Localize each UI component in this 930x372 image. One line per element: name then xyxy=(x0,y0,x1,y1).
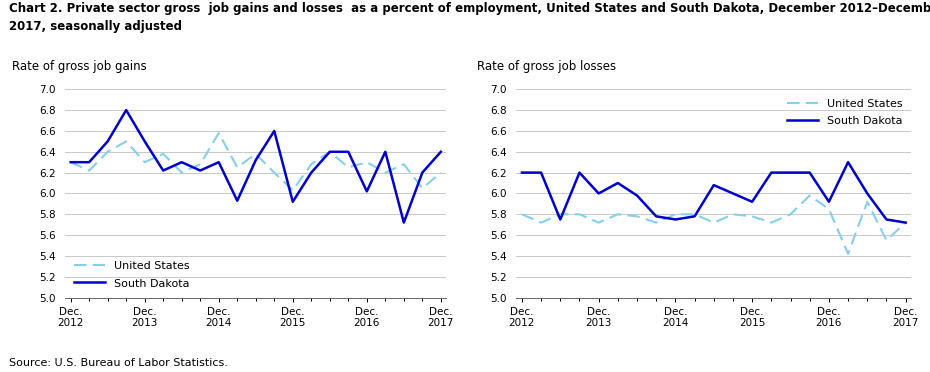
United States xyxy=(727,212,738,217)
United States xyxy=(121,139,132,144)
South Dakota xyxy=(176,160,187,164)
South Dakota xyxy=(325,150,336,154)
South Dakota xyxy=(651,214,662,219)
Text: 2017, seasonally adjusted: 2017, seasonally adjusted xyxy=(9,20,182,33)
United States xyxy=(435,170,446,175)
South Dakota xyxy=(84,160,95,164)
South Dakota xyxy=(417,170,428,175)
United States xyxy=(157,152,168,156)
United States xyxy=(612,212,623,217)
United States xyxy=(765,220,777,225)
United States xyxy=(900,220,911,225)
South Dakota xyxy=(785,170,796,175)
United States xyxy=(554,212,565,217)
South Dakota xyxy=(250,158,261,162)
South Dakota xyxy=(670,217,681,222)
South Dakota xyxy=(804,170,816,175)
South Dakota xyxy=(900,220,911,225)
South Dakota xyxy=(232,199,243,203)
South Dakota xyxy=(631,193,643,198)
South Dakota xyxy=(516,170,527,175)
South Dakota xyxy=(157,168,168,173)
South Dakota xyxy=(612,181,623,185)
United States xyxy=(785,212,796,217)
United States xyxy=(516,212,527,217)
Text: Rate of gross job losses: Rate of gross job losses xyxy=(477,60,616,73)
United States xyxy=(140,160,151,164)
South Dakota xyxy=(843,160,854,164)
United States xyxy=(593,220,604,225)
United States xyxy=(709,220,720,225)
United States xyxy=(574,212,585,217)
United States xyxy=(881,238,892,243)
United States xyxy=(325,150,336,154)
United States xyxy=(306,162,317,167)
South Dakota xyxy=(213,160,224,164)
South Dakota xyxy=(862,191,873,196)
Line: South Dakota: South Dakota xyxy=(71,110,441,222)
South Dakota xyxy=(140,139,151,144)
United States xyxy=(250,152,261,156)
South Dakota xyxy=(536,170,547,175)
South Dakota xyxy=(287,199,299,204)
United States xyxy=(343,165,354,170)
South Dakota xyxy=(747,199,758,204)
United States xyxy=(689,212,700,217)
South Dakota xyxy=(689,214,700,219)
South Dakota xyxy=(306,170,317,175)
United States xyxy=(269,170,280,175)
United States xyxy=(287,188,299,193)
United States xyxy=(747,214,758,219)
United States xyxy=(232,165,243,170)
South Dakota xyxy=(709,183,720,187)
South Dakota xyxy=(379,150,391,154)
United States xyxy=(651,220,662,225)
South Dakota xyxy=(65,160,76,164)
South Dakota xyxy=(881,217,892,222)
South Dakota xyxy=(361,189,372,193)
United States xyxy=(398,162,409,167)
United States xyxy=(631,214,643,219)
United States xyxy=(417,186,428,190)
South Dakota xyxy=(727,191,738,196)
United States xyxy=(823,207,834,211)
United States xyxy=(379,170,391,175)
United States xyxy=(176,170,187,175)
South Dakota xyxy=(343,150,354,154)
United States xyxy=(194,162,206,167)
South Dakota xyxy=(269,129,280,133)
United States xyxy=(536,220,547,225)
South Dakota xyxy=(121,108,132,112)
United States xyxy=(102,150,113,154)
United States xyxy=(84,168,95,173)
Legend: United States, South Dakota: United States, South Dakota xyxy=(784,95,906,130)
United States xyxy=(65,160,76,164)
Text: Source: U.S. Bureau of Labor Statistics.: Source: U.S. Bureau of Labor Statistics. xyxy=(9,358,228,368)
United States xyxy=(862,199,873,204)
Text: Rate of gross job gains: Rate of gross job gains xyxy=(12,60,146,73)
United States xyxy=(213,131,224,135)
South Dakota xyxy=(398,220,409,225)
United States xyxy=(804,193,816,198)
South Dakota xyxy=(554,217,565,222)
South Dakota xyxy=(435,150,446,154)
South Dakota xyxy=(593,191,604,196)
Legend: United States, South Dakota: United States, South Dakota xyxy=(71,257,193,292)
South Dakota xyxy=(765,170,777,175)
South Dakota xyxy=(823,199,834,204)
Text: Chart 2. Private sector gross  job gains and losses  as a percent of employment,: Chart 2. Private sector gross job gains … xyxy=(9,2,930,15)
United States xyxy=(670,212,681,217)
Line: United States: United States xyxy=(71,133,441,190)
South Dakota xyxy=(102,139,113,144)
Line: South Dakota: South Dakota xyxy=(522,162,906,222)
South Dakota xyxy=(574,170,585,175)
Line: United States: United States xyxy=(522,196,906,254)
United States xyxy=(361,160,372,164)
United States xyxy=(843,251,854,256)
South Dakota xyxy=(194,168,206,173)
